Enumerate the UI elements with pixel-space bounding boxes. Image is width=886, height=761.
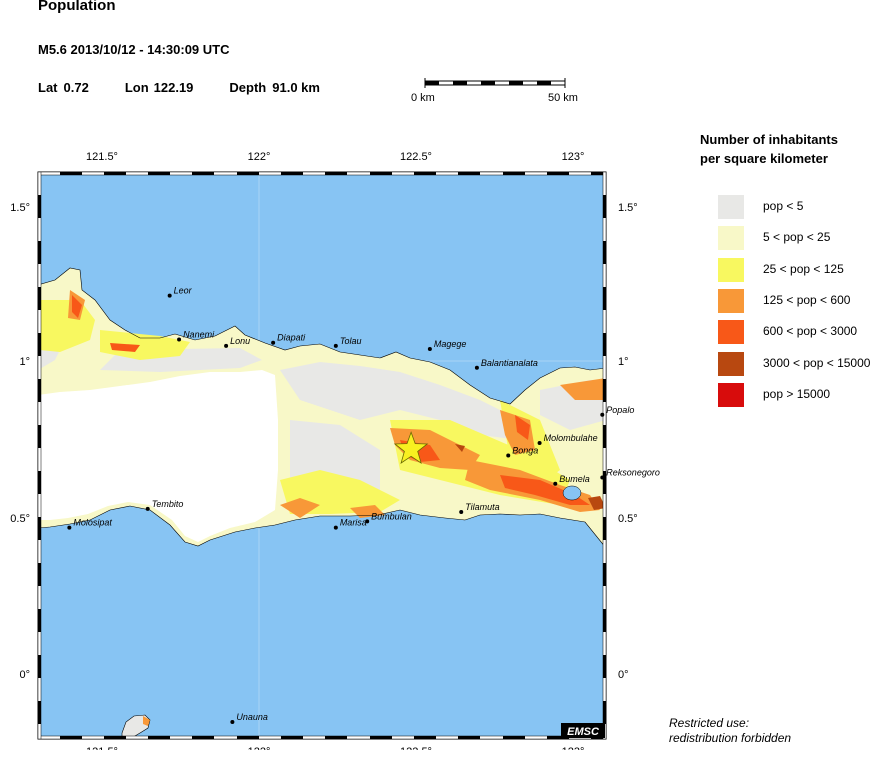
city-label: Molosipat	[73, 518, 112, 528]
city-marker	[365, 519, 370, 524]
lat-value: 0.72	[63, 80, 89, 95]
city-layer: Leor Nanemi Lonu Diapati Tolau Magege Balantia…	[67, 286, 660, 725]
x-tick-label: 123°	[562, 746, 585, 750]
lon-value: 122.19	[153, 80, 194, 95]
depth-label: Depth 91.0 km	[229, 80, 320, 95]
city-marker	[333, 343, 338, 348]
lat-label: Lat 0.72	[38, 80, 89, 95]
city-label: Bonga	[512, 446, 538, 456]
city-marker	[167, 293, 172, 298]
city-marker	[427, 346, 432, 351]
legend-swatch	[718, 351, 744, 376]
depth-value: 91.0 km	[272, 80, 320, 95]
city-marker	[224, 343, 229, 348]
legend-label: pop < 5	[763, 199, 804, 213]
legend-item: 125 < pop < 600	[718, 288, 886, 313]
x-tick-label: 121.5°	[86, 746, 118, 750]
lake	[562, 485, 582, 501]
city-marker	[553, 481, 558, 486]
y-tick-label: 0°	[19, 669, 30, 681]
legend-label: pop > 15000	[763, 386, 831, 401]
legend-item: pop > 15000	[718, 382, 886, 407]
city-label: Tilamuta	[465, 502, 499, 512]
lon-label: Lon 122.19	[124, 80, 194, 95]
y-tick-label: 1°	[618, 356, 629, 368]
event-info: M5.6 2013/10/12 - 14:30:09 UTC	[38, 42, 230, 57]
x-tick-label: 121.5°	[86, 151, 118, 163]
legend-label: 125 < pop < 600	[763, 292, 851, 307]
city-label: Tolau	[340, 336, 362, 346]
city-marker	[506, 453, 511, 458]
location-info: Lat 0.72 Lon 122.19 Depth 91.0 km	[38, 80, 356, 95]
city-label: Popalo	[606, 405, 634, 415]
city-label: Tembito	[152, 499, 184, 509]
legend-swatch	[718, 257, 744, 282]
city-marker	[271, 340, 276, 345]
legend-item: pop < 5	[718, 195, 886, 219]
legend-title: Number of inhabitants per square kilomet…	[700, 132, 838, 166]
legend-swatch	[718, 195, 744, 219]
x-tick-label: 122°	[248, 151, 271, 163]
city-label: Reksonegoro	[606, 467, 660, 477]
no-data-area	[38, 370, 278, 542]
map-title: Population	[38, 0, 116, 14]
x-tick-label: 122.5°	[400, 151, 432, 163]
legend-label: 3000 < pop < 15000	[763, 355, 871, 370]
city-label: Diapati	[277, 333, 306, 343]
population-map: 121.5° 122° 122.5° 123° 121.5° 122° 122.…	[10, 151, 660, 750]
city-label: Bumbulan	[371, 511, 412, 521]
usage-note: Restricted use: redistribution forbidden	[669, 716, 792, 745]
legend-swatch	[718, 288, 744, 313]
city-marker	[600, 412, 605, 417]
scale-end-label: 50 km	[548, 92, 578, 104]
city-label: Marisa	[340, 518, 367, 528]
city-label: Unauna	[236, 712, 268, 722]
city-marker	[474, 365, 479, 370]
scale-start-label: 0 km	[411, 92, 435, 104]
x-tick-label: 122°	[248, 746, 271, 750]
x-tick-label: 123°	[562, 151, 585, 163]
city-marker	[459, 509, 464, 514]
emsc-watermark: EMSC	[567, 726, 600, 738]
city-label: Magege	[434, 339, 467, 349]
y-tick-label: 1.5°	[618, 202, 638, 214]
city-marker	[177, 337, 182, 342]
city-label: Leor	[174, 286, 193, 296]
y-tick-label: 1°	[19, 356, 30, 368]
city-label: Bumela	[559, 474, 590, 484]
y-tick-label: 0.5°	[10, 513, 30, 525]
city-marker	[600, 475, 605, 480]
legend-label: 5 < pop < 25	[763, 230, 831, 245]
city-marker	[67, 525, 72, 530]
y-tick-label: 0.5°	[618, 513, 638, 525]
y-tick-label: 0°	[618, 669, 629, 681]
scale-bar	[424, 78, 566, 88]
epicenter-star-icon	[393, 431, 429, 464]
y-tick-label: 1.5°	[10, 202, 30, 214]
frame-ticks	[37, 171, 607, 740]
legend-label: 600 < pop < 3000	[763, 324, 858, 339]
city-label: Nanemi	[183, 330, 215, 340]
city-label: Molombulahe	[544, 433, 598, 443]
legend-item: 3000 < pop < 15000	[718, 351, 886, 376]
city-marker	[230, 720, 235, 725]
city-marker	[145, 506, 150, 511]
city-marker	[537, 441, 542, 446]
legend-item: 25 < pop < 125	[718, 257, 886, 282]
legend-swatch	[718, 382, 744, 407]
legend-item: 5 < pop < 25	[718, 226, 886, 251]
legend-label: 25 < pop < 125	[763, 261, 844, 276]
legend-swatch	[718, 320, 744, 345]
city-label: Balantianalata	[481, 358, 538, 368]
city-marker	[333, 525, 338, 530]
city-label: Lonu	[230, 336, 250, 346]
legend-item: 600 < pop < 3000	[718, 320, 886, 345]
low-density-highlands	[280, 362, 520, 440]
legend-swatch	[718, 226, 744, 251]
x-tick-label: 122.5°	[400, 746, 432, 750]
